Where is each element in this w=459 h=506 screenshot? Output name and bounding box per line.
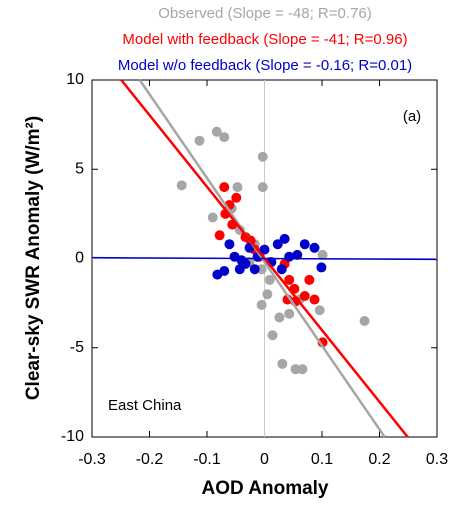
x-tick-label: 0.1 <box>311 451 333 468</box>
fit-line <box>91 256 438 261</box>
scatter-point <box>284 274 295 285</box>
scatter-point <box>309 242 320 253</box>
scatter-point <box>176 180 187 191</box>
scatter-point <box>207 212 218 223</box>
y-tick-label: -5 <box>70 339 84 356</box>
scatter-point <box>194 135 205 146</box>
legend-entry: Model with feedback (Slope = -41; R=0.96… <box>122 31 407 48</box>
scatter-point <box>297 364 308 375</box>
scatter-point <box>264 274 275 285</box>
scatter-point <box>277 358 288 369</box>
panel-label: (a) <box>403 108 421 125</box>
scatter-point <box>240 258 251 269</box>
scatter-point <box>272 239 283 250</box>
legend-entry: Observed (Slope = -48; R=0.76) <box>158 5 371 22</box>
scatter-point <box>279 233 290 244</box>
x-tick-label: 0 <box>260 451 269 468</box>
scatter-point <box>317 249 328 260</box>
x-tick-label: -0.1 <box>193 451 221 468</box>
y-tick-label: 10 <box>66 71 84 88</box>
region-label: East China <box>108 397 182 414</box>
scatter-point <box>292 249 303 260</box>
scatter-point <box>219 182 230 193</box>
scatter-point <box>256 264 267 275</box>
y-axis-label: Clear-sky SWR Anomaly (W/m²) <box>23 116 44 400</box>
scatter-point <box>219 132 230 143</box>
scatter-point <box>316 262 327 273</box>
x-tick-label: -0.3 <box>78 451 106 468</box>
scatter-point <box>359 315 370 326</box>
scatter-point <box>309 294 320 305</box>
scatter-point <box>274 312 285 323</box>
scatter-point <box>259 244 270 255</box>
scatter-point <box>299 239 310 250</box>
scatter-point <box>224 239 235 250</box>
scatter-point <box>211 126 222 137</box>
scatter-point <box>314 305 325 316</box>
legend-entry: Model w/o feedback (Slope = -0.16; R=0.0… <box>118 57 412 74</box>
scatter-point <box>232 182 243 193</box>
scatter-point <box>267 330 278 341</box>
scatter-point <box>299 290 310 301</box>
y-tick-label: 0 <box>75 250 84 267</box>
scatter-point <box>304 274 315 285</box>
scatter-point <box>276 264 287 275</box>
scatter-point <box>290 364 301 375</box>
scatter-point <box>256 299 267 310</box>
scatter-point <box>219 265 230 276</box>
y-tick-label: -10 <box>61 428 84 445</box>
scatter-point <box>257 151 268 162</box>
x-tick-label: -0.2 <box>136 451 164 468</box>
y-tick-label: 5 <box>75 160 84 177</box>
x-axis-label: AOD Anomaly <box>201 478 328 499</box>
scatter-point <box>231 192 242 203</box>
scatter-point <box>214 230 225 241</box>
x-tick-label: 0.2 <box>368 451 390 468</box>
x-tick-label: 0.3 <box>426 451 448 468</box>
scatter-point <box>257 182 268 193</box>
scatter-point <box>262 289 273 300</box>
scatter-point <box>284 308 295 319</box>
scatter-point <box>249 264 260 275</box>
